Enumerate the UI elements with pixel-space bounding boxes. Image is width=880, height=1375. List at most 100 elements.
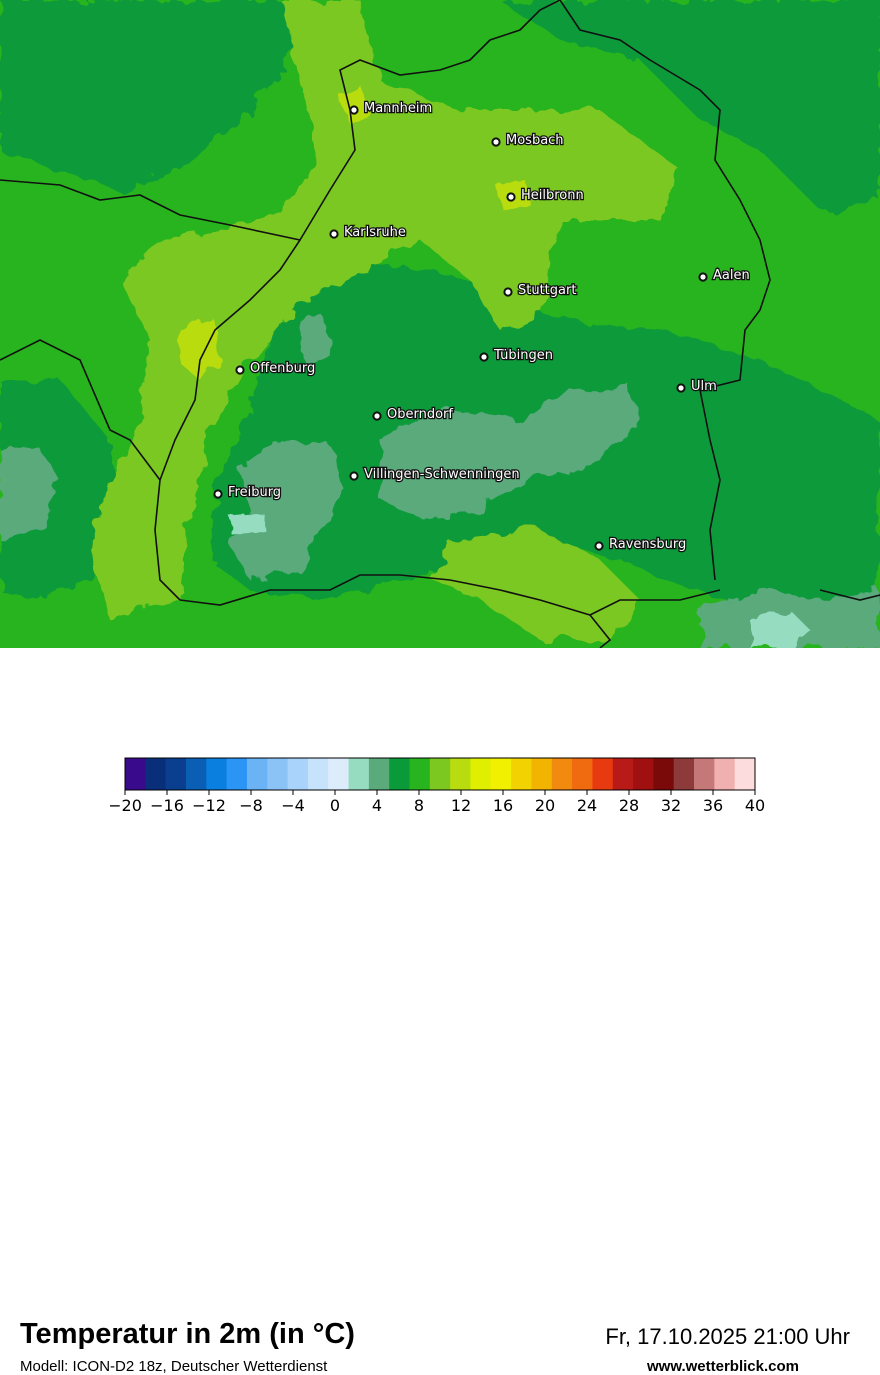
- legend-color-bin: [287, 758, 309, 790]
- city-label: Mosbach: [506, 133, 564, 148]
- source-link[interactable]: www.wetterblick.com: [647, 1358, 799, 1375]
- warm-band-south: [430, 530, 640, 640]
- legend-color-bin: [450, 758, 471, 790]
- city-marker: Villingen-Schwenningen: [349, 466, 521, 483]
- city-dot: [213, 489, 223, 499]
- city-dot: [235, 365, 245, 375]
- legend-color-bin: [165, 758, 187, 790]
- cold-zone-blackforest: [230, 440, 345, 580]
- legend-color-bin: [368, 758, 390, 790]
- city-dot: [594, 541, 604, 551]
- city-marker: Offenburg: [235, 360, 317, 377]
- legend-color-bin: [125, 758, 146, 790]
- cold-zone-swabian-alb: [300, 318, 330, 365]
- legend-color-bin: [734, 758, 756, 790]
- legend-color-bin: [572, 758, 593, 790]
- map-title: Temperatur in 2m (in °C): [20, 1318, 355, 1350]
- city-dot: [349, 471, 359, 481]
- city-marker: Oberndorf: [372, 406, 455, 423]
- city-marker: Freiburg: [213, 484, 282, 501]
- city-label: Heilbronn: [521, 188, 584, 203]
- legend-color-bin: [246, 758, 268, 790]
- city-marker: Ulm: [676, 378, 718, 395]
- cold-zone-baar: [380, 385, 640, 520]
- legend-tick-label: −20: [110, 796, 142, 815]
- legend-tick-label: 12: [451, 796, 471, 815]
- legend-color-bin: [409, 758, 431, 790]
- legend-tick-label: 8: [414, 796, 424, 815]
- legend-tick-label: 40: [745, 796, 765, 815]
- legend-color-bin: [592, 758, 614, 790]
- city-dot: [349, 105, 359, 115]
- legend-tick-label: −8: [239, 796, 263, 815]
- cool-zone-northeast: [500, 0, 880, 210]
- temperature-map: Mannheim Mosbach Heilbronn Karlsruhe Aalen St…: [0, 0, 880, 648]
- legend-color-bin: [694, 758, 715, 790]
- city-label: Freiburg: [228, 485, 281, 500]
- legend-tick-label: 24: [577, 796, 597, 815]
- coldest-spot-blackforest: [228, 512, 266, 535]
- city-marker: Ravensburg: [594, 536, 688, 553]
- city-dot: [491, 137, 501, 147]
- cold-zone-west: [0, 448, 60, 540]
- legend-color-bin: [673, 758, 695, 790]
- city-marker: Mosbach: [491, 132, 565, 149]
- city-dot: [698, 272, 708, 282]
- temperature-legend: −20 −16 −12 −8 −4 0 4 8 12 16 20 24 28 32 36 40: [110, 757, 765, 815]
- legend-color-bin: [328, 758, 350, 790]
- city-dot: [506, 192, 516, 202]
- legend-tick-label: −12: [192, 796, 226, 815]
- city-markers: Mannheim Mosbach Heilbronn Karlsruhe Aalen St…: [213, 100, 751, 553]
- legend-outline: [124, 757, 756, 791]
- legend-color-bin: [348, 758, 370, 790]
- city-label: Oberndorf: [387, 407, 453, 422]
- city-dot: [372, 411, 382, 421]
- legend-tick-label: 20: [535, 796, 555, 815]
- city-label: Offenburg: [250, 361, 315, 376]
- city-label: Tübingen: [493, 348, 553, 363]
- city-dot: [676, 383, 686, 393]
- city-label: Aalen: [713, 268, 750, 283]
- city-label: Ravensburg: [609, 537, 686, 552]
- city-marker: Aalen: [698, 267, 751, 284]
- legend-tick-label: 28: [619, 796, 639, 815]
- legend-color-bin: [714, 758, 736, 790]
- city-dot: [329, 229, 339, 239]
- legend-tick-label: 16: [493, 796, 513, 815]
- forecast-datetime: Fr, 17.10.2025 21:00 Uhr: [605, 1324, 850, 1349]
- city-dot: [503, 287, 513, 297]
- cool-zone-north: [0, 0, 300, 190]
- city-label: Karlsruhe: [344, 225, 406, 240]
- warm-spot-offenburg: [180, 320, 220, 380]
- legend-color-bin: [307, 758, 329, 790]
- city-marker: Karlsruhe: [329, 224, 407, 241]
- city-label: Mannheim: [364, 101, 432, 116]
- legend-color-bin: [429, 758, 451, 790]
- city-label: Stuttgart: [518, 283, 576, 298]
- legend-tick-label: −16: [150, 796, 184, 815]
- legend-tick-label: 0: [330, 796, 340, 815]
- city-label: Villingen-Schwenningen: [364, 467, 520, 482]
- legend-color-bin: [226, 758, 248, 790]
- legend-color-bin: [267, 758, 289, 790]
- city-label: Ulm: [691, 379, 717, 394]
- legend-color-bin: [470, 758, 492, 790]
- cool-zone-southwest: [0, 380, 120, 600]
- legend-color-bin: [389, 758, 411, 790]
- legend-tick-label: 4: [372, 796, 382, 815]
- legend-tick-label: −4: [281, 796, 305, 815]
- model-info: Modell: ICON-D2 18z, Deutscher Wetterdie…: [20, 1358, 328, 1375]
- warm-band-rhine: [90, 0, 680, 620]
- legend-color-bin: [511, 758, 532, 790]
- city-dot: [479, 352, 489, 362]
- city-marker: Tübingen: [479, 347, 554, 364]
- legend-color-bin: [185, 758, 207, 790]
- legend-color-bin: [490, 758, 512, 790]
- coldest-spot-alps: [750, 610, 810, 648]
- legend-color-bin: [653, 758, 675, 790]
- legend-tick-label: 32: [661, 796, 681, 815]
- city-marker: Mannheim: [349, 100, 433, 117]
- city-marker: Stuttgart: [503, 282, 578, 299]
- legend-color-bin: [633, 758, 654, 790]
- city-marker: Heilbronn: [506, 187, 585, 204]
